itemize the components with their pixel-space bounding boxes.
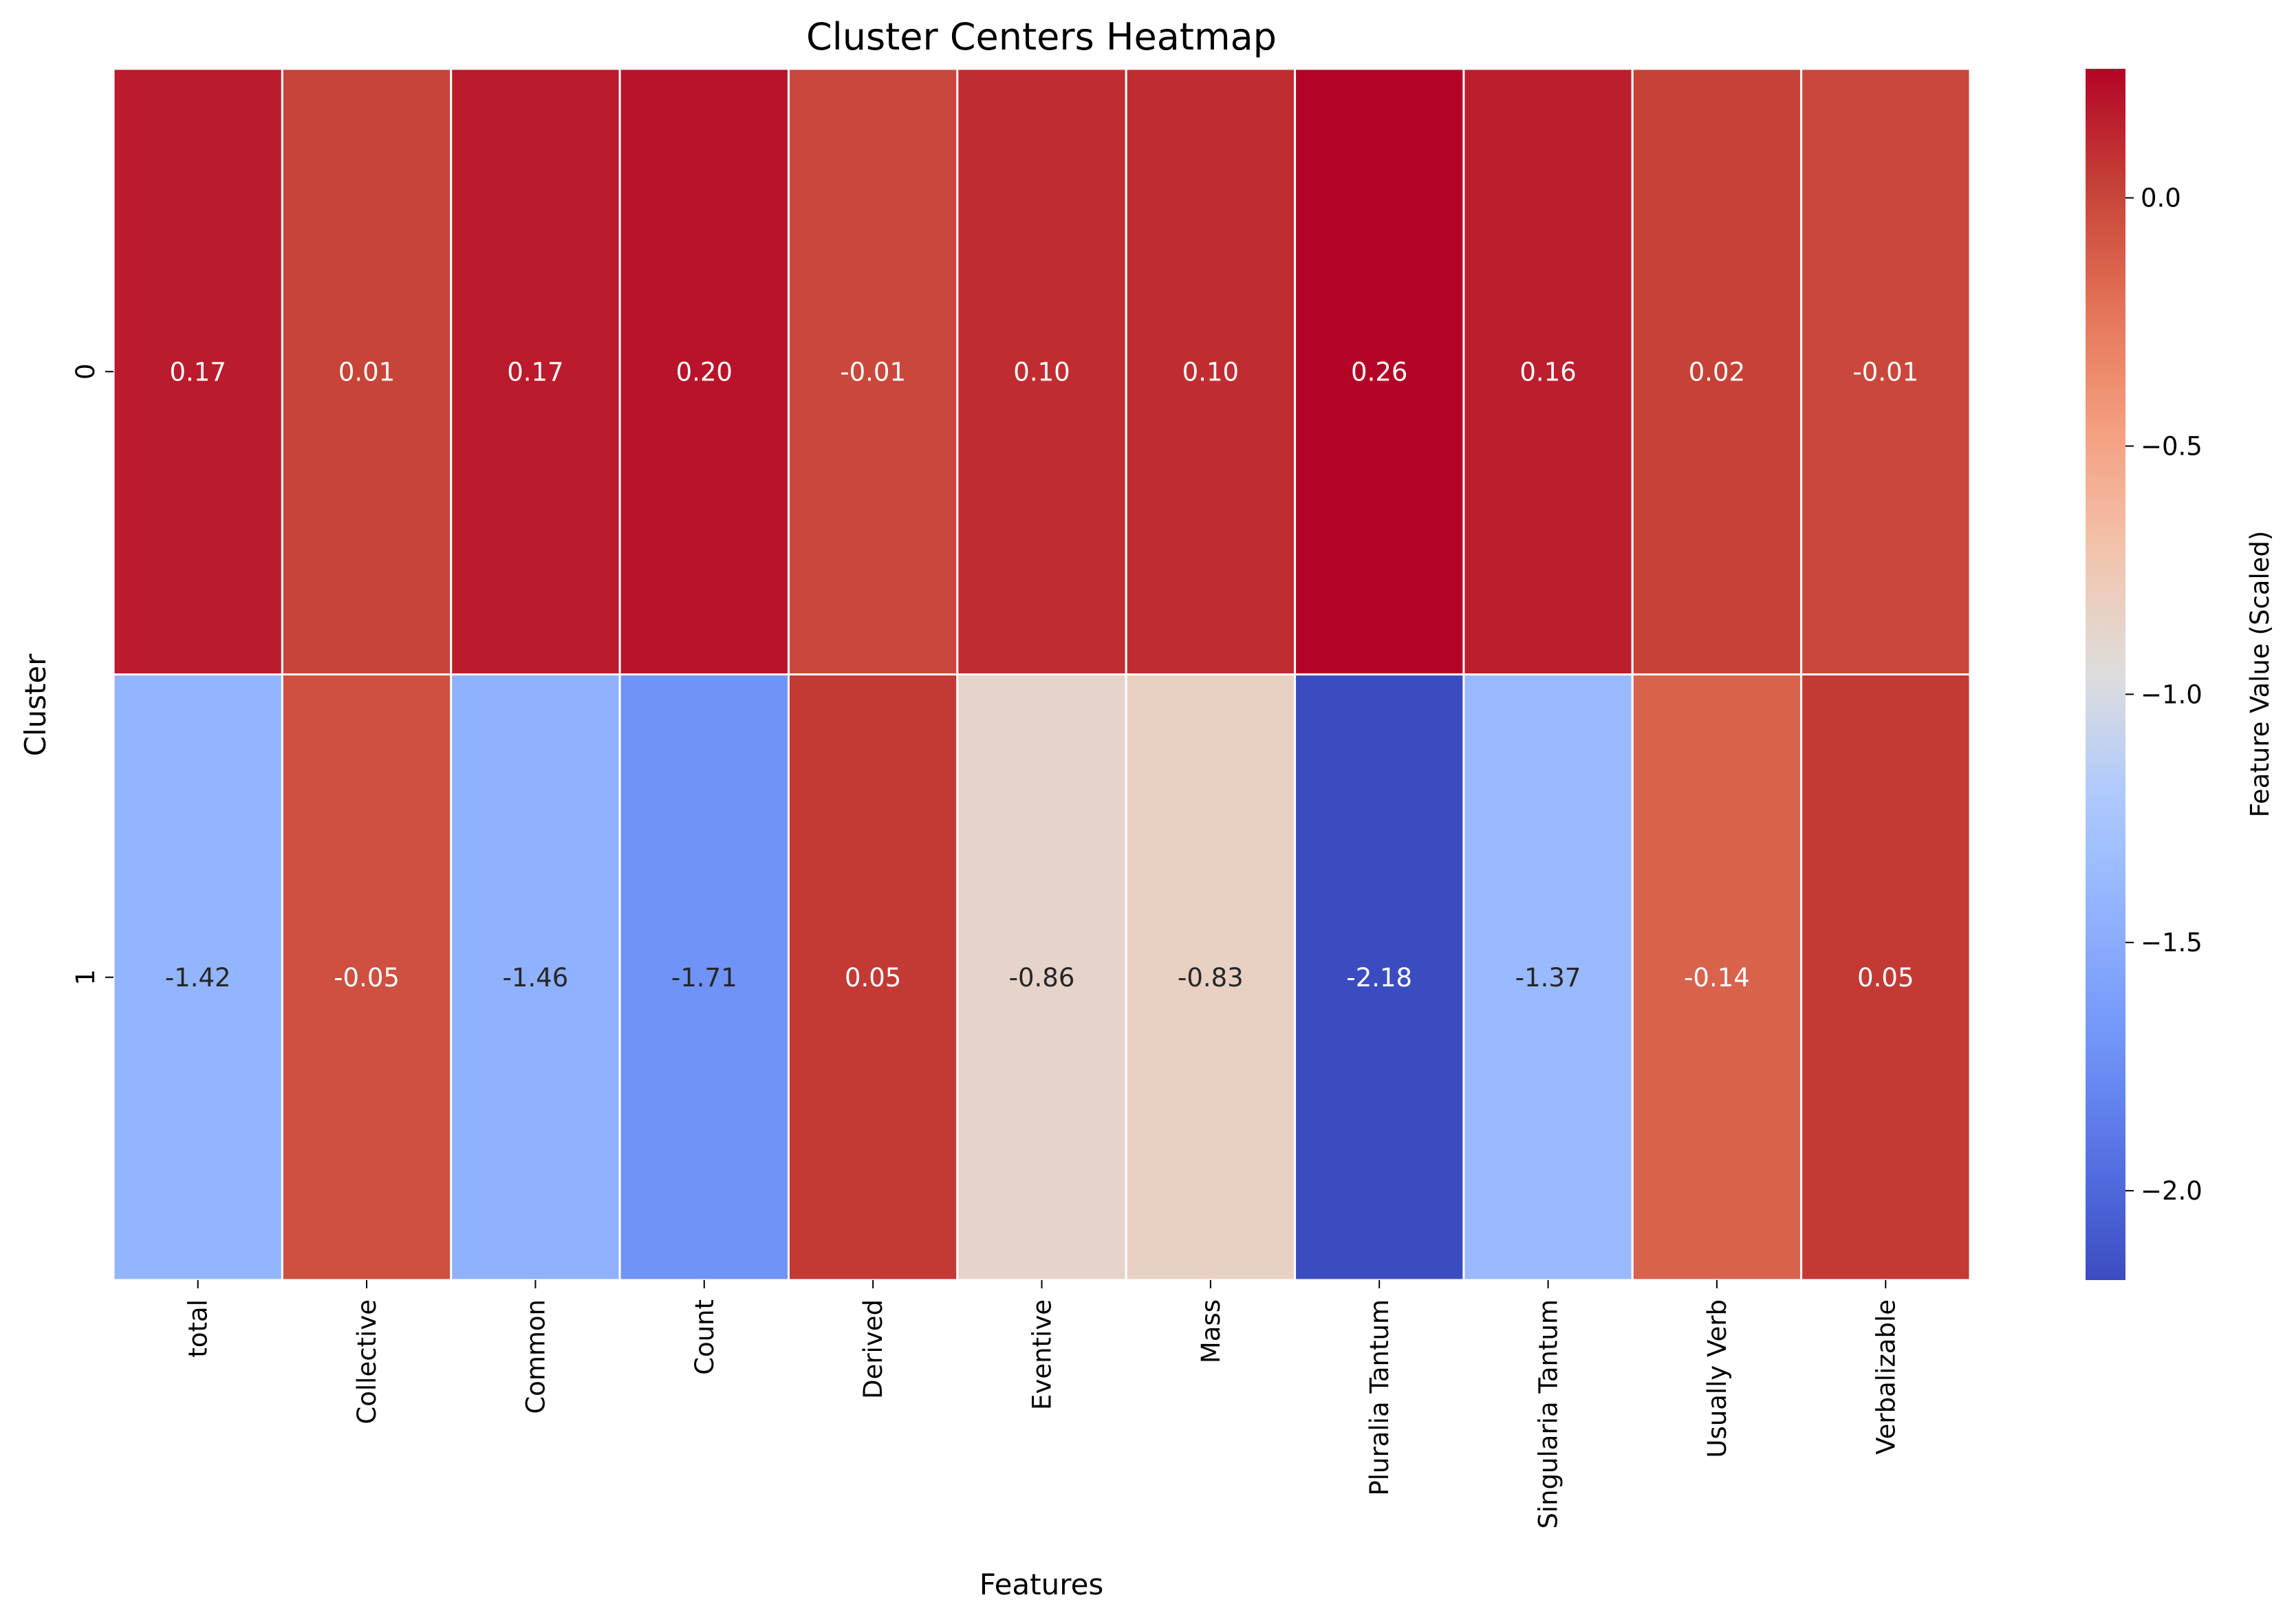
cell-value-label: 0.16 <box>1519 357 1576 387</box>
colorbar-tick-label: 0.0 <box>2141 184 2181 213</box>
x-tick-label: Pluralia Tantum <box>1365 1299 1394 1496</box>
cell-value-label: 0.17 <box>507 357 563 387</box>
cell-value-label: 0.26 <box>1351 357 1407 387</box>
heatmap-cell <box>1294 673 1465 1281</box>
cell-value-label: 0.01 <box>338 357 395 387</box>
colorbar <box>2086 69 2125 1280</box>
x-axis-ticks: total Collective Common Count Derived Eventiv… <box>184 1280 1901 1529</box>
cell-value-label: -1.46 <box>503 963 569 993</box>
heatmap-cell <box>112 673 283 1281</box>
cell-value-label: 0.10 <box>1013 357 1070 387</box>
cell-value-label: -0.86 <box>1009 963 1075 993</box>
x-tick-label: Singularia Tantum <box>1534 1299 1563 1529</box>
x-tick-label: Eventive <box>1028 1299 1057 1410</box>
cell-value-label: -1.42 <box>165 963 231 993</box>
heatmap-cell <box>618 67 790 675</box>
x-tick-label: total <box>184 1299 213 1358</box>
cell-value-label: 0.05 <box>1857 963 1914 993</box>
cell-value-label: 0.10 <box>1182 357 1239 387</box>
heatmap-cell <box>1631 67 1803 675</box>
heatmap-cell <box>1294 67 1465 675</box>
cell-value-label: -1.71 <box>671 963 737 993</box>
x-tick-label: Count <box>690 1299 719 1375</box>
cell-value-label: 0.05 <box>845 963 901 993</box>
x-tick-label: Verbalizable <box>1871 1299 1901 1455</box>
cell-value-label: -0.05 <box>334 963 400 993</box>
chart-title: Cluster Centers Heatmap <box>806 15 1277 58</box>
colorbar-tick-label: −1.0 <box>2141 680 2203 709</box>
cell-value-label: -0.83 <box>1178 963 1244 993</box>
cell-value-label: -0.14 <box>1684 963 1750 993</box>
heatmap-cell <box>1631 673 1803 1281</box>
y-axis-ticks: 01 <box>71 363 113 986</box>
cell-value-label: -0.01 <box>840 357 906 387</box>
x-tick-label: Mass <box>1196 1299 1226 1363</box>
heatmap-cell <box>1800 673 1971 1281</box>
y-tick-label: 0 <box>71 363 100 380</box>
heatmap-cells: 0.17 0.01 0.17 0.20 -0.01 0.10 0.10 0.26 0.16 0.0… <box>112 67 1971 1281</box>
y-tick-label: 1 <box>71 969 100 986</box>
heatmap-cell <box>787 673 959 1281</box>
colorbar-ticks: 0.0 −0.5 −1.0 −1.5 −2.0 <box>2125 184 2203 1206</box>
heatmap-cell <box>1125 673 1297 1281</box>
heatmap-cell <box>281 673 453 1281</box>
x-axis-label: Features <box>980 1568 1104 1601</box>
cell-value-label: 0.02 <box>1689 357 1745 387</box>
x-tick-label: Usually Verb <box>1702 1299 1732 1458</box>
cell-value-label: 0.20 <box>676 357 733 387</box>
colorbar-tick-label: −2.0 <box>2141 1176 2203 1206</box>
cell-value-label: 0.17 <box>169 357 226 387</box>
heatmap-cell <box>112 67 283 675</box>
colorbar-label: Feature Value (Scaled) <box>2245 531 2275 818</box>
x-tick-label: Common <box>521 1299 550 1414</box>
heatmap-cell <box>450 673 621 1281</box>
cell-value-label: -0.01 <box>1852 357 1918 387</box>
cell-value-label: -2.18 <box>1346 963 1412 993</box>
heatmap-cell <box>787 67 959 675</box>
heatmap-cell <box>618 673 790 1281</box>
heatmap-cell <box>1462 673 1634 1281</box>
heatmap-cell <box>956 673 1127 1281</box>
colorbar-tick-label: −1.5 <box>2141 928 2203 957</box>
heatmap-cell <box>956 67 1127 675</box>
heatmap-cell <box>1800 67 1971 675</box>
x-tick-label: Collective <box>352 1299 382 1425</box>
colorbar-tick-label: −0.5 <box>2141 432 2203 462</box>
heatmap-cell <box>281 67 453 675</box>
y-axis-label: Cluster <box>19 653 52 757</box>
x-tick-label: Derived <box>858 1299 888 1399</box>
cell-value-label: -1.37 <box>1515 963 1581 993</box>
heatmap-cell <box>450 67 621 675</box>
